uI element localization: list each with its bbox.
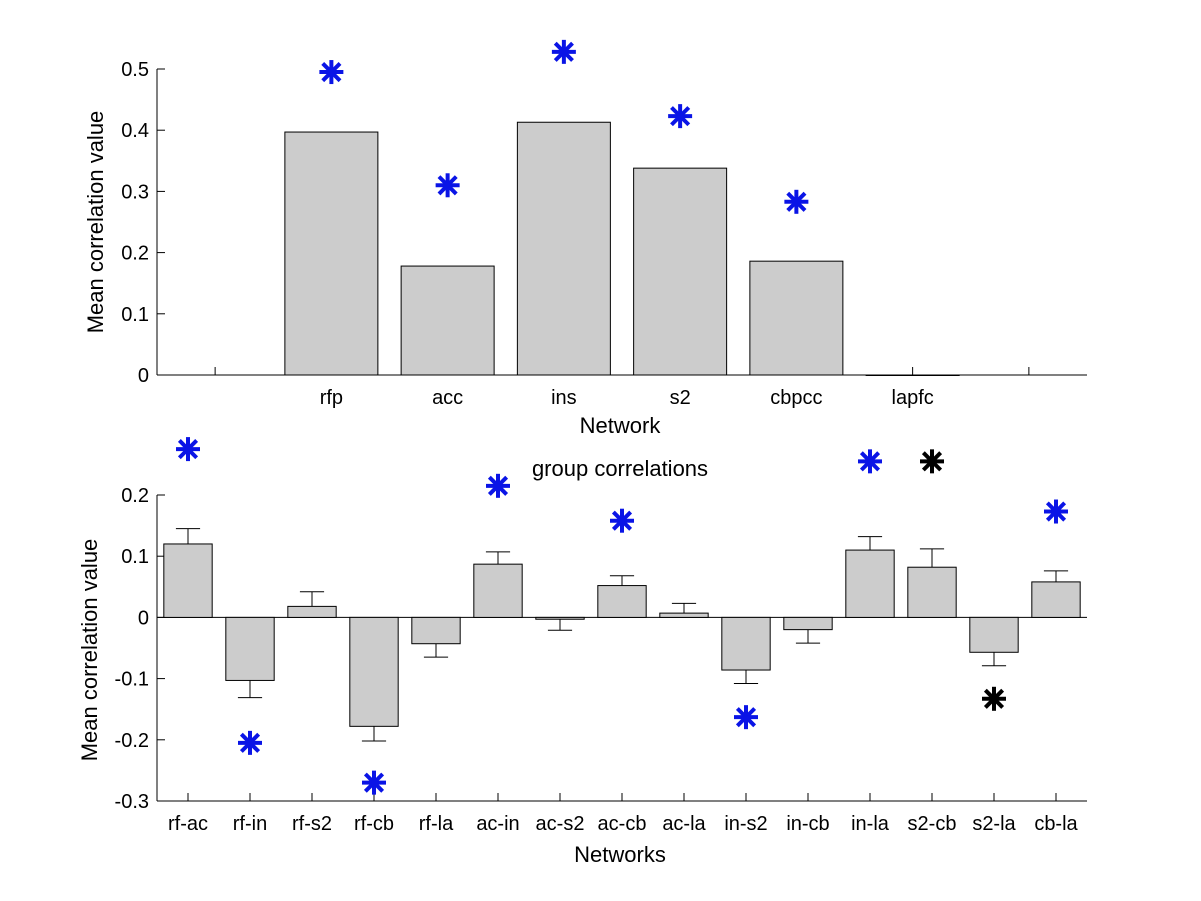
top-xtick-label: ins: [551, 387, 577, 409]
top-xtick-label: cbpcc: [770, 387, 822, 409]
top-marker-s2-stroke-d2: [670, 106, 691, 127]
bottom-xtick-label: rf-la: [419, 813, 454, 835]
bottom-marker-s2-cb-stroke-d2: [921, 451, 943, 472]
bottom-bar-rf-la: [411, 616, 461, 645]
bottom-xtick-label: in-cb: [786, 813, 829, 835]
bottom-ytick-label: -0.1: [115, 669, 149, 691]
bottom-marker-in-la: [858, 449, 882, 474]
top-marker-acc: [435, 173, 460, 198]
top-ytick-label: 0.3: [121, 181, 149, 203]
top-bar-cbpcc: [749, 260, 844, 376]
bottom-bar-in-la: [845, 549, 895, 618]
bottom-xtick-label: ac-cb: [598, 813, 647, 835]
top-xtick-label: lapfc: [892, 387, 934, 409]
top-bar-s2: [633, 167, 728, 376]
top-ytick-label: 0.2: [121, 243, 149, 265]
bottom-bar-cb-la: [1031, 581, 1081, 618]
bottom-marker-ac-in-stroke-d2: [487, 475, 509, 496]
top-bar-ins: [516, 121, 611, 376]
bottom-marker-ac-cb: [610, 508, 634, 533]
bottom-marker-rf-in-stroke-d2: [239, 732, 261, 753]
bottom-bar-rf-s2: [287, 605, 337, 618]
top-marker-rfp-stroke-d2: [321, 62, 342, 83]
bottom-xtick-label: ac-s2: [536, 813, 585, 835]
bottom-bar-rf-in: [225, 616, 275, 681]
top-xtick-label: acc: [432, 387, 463, 409]
bottom-bar-rf-ac: [163, 543, 213, 618]
bottom-xtick-label: rf-s2: [292, 813, 332, 835]
top-marker-cbpcc-stroke-d2: [786, 191, 807, 212]
bottom-bar-ac-s2: [535, 616, 585, 620]
bottom-xtick-label: ac-in: [476, 813, 519, 835]
top-ylabel: Mean correlation value: [83, 111, 108, 334]
top-ytick-label: 0.1: [121, 304, 149, 326]
top-xtick-label: s2: [670, 387, 691, 409]
bottom-marker-in-s2: [734, 705, 758, 730]
bottom-bar-s2-la: [969, 616, 1019, 653]
bottom-marker-s2-la-stroke-d2: [983, 688, 1005, 709]
top-bar-rfp: [284, 131, 379, 376]
top-marker-s2: [668, 104, 693, 129]
top-marker-acc-stroke-d2: [437, 175, 458, 196]
bottom-bar-ac-cb: [597, 585, 647, 618]
top-ytick-label: 0.5: [121, 59, 149, 81]
bottom-marker-s2-cb: [920, 449, 944, 474]
bottom-xtick-label: ac-la: [662, 813, 706, 835]
top-xlabel: Network: [580, 413, 662, 438]
bottom-chart: -0.3 -0.2 -0.1 0 0.1 0.2 rf-ac rf-in rf-s2 rf-cb r…: [115, 437, 1087, 835]
bottom-marker-rf-ac-stroke-d2: [177, 439, 199, 460]
top-marker-rfp: [319, 60, 344, 85]
bottom-ytick-label: 0: [138, 607, 149, 629]
bottom-xtick-label: in-la: [851, 813, 890, 835]
bottom-marker-s2-la: [982, 686, 1006, 711]
bottom-xtick-label: cb-la: [1034, 813, 1078, 835]
bottom-xtick-label: rf-cb: [354, 813, 394, 835]
bottom-ylabel: Mean correlation value: [77, 539, 102, 762]
bottom-xlabel: Networks: [574, 842, 666, 867]
bottom-bar-ac-la: [659, 612, 709, 618]
bottom-marker-rf-cb-stroke-d2: [363, 772, 385, 793]
bottom-ytick-label: 0.2: [121, 485, 149, 507]
bottom-marker-ac-cb-stroke-d2: [611, 510, 633, 531]
bottom-xtick-label: s2-la: [972, 813, 1016, 835]
top-bar-acc: [400, 265, 495, 376]
top-ytick-label: 0.4: [121, 120, 149, 142]
bottom-bar-s2-cb: [907, 566, 957, 618]
bottom-bar-rf-cb: [349, 616, 399, 727]
top-marker-ins: [551, 39, 576, 64]
top-chart: 0 0.1 0.2 0.3 0.4 0.5 rfp acc ins s2 cbpcc lapfc: [121, 39, 1087, 409]
bottom-xtick-label: rf-ac: [168, 813, 208, 835]
bottom-marker-cb-la: [1044, 499, 1068, 524]
bottom-xtick-label: s2-cb: [908, 813, 957, 835]
bottom-title: group correlations: [532, 456, 708, 481]
bottom-xtick-label: rf-in: [233, 813, 267, 835]
bottom-marker-ac-in: [486, 473, 510, 498]
bottom-ytick-label: -0.3: [115, 791, 149, 813]
bottom-bar-ac-in: [473, 563, 523, 618]
bottom-bar-in-s2: [721, 616, 771, 671]
bottom-xtick-label: in-s2: [724, 813, 767, 835]
top-ytick-label: 0: [138, 365, 149, 387]
top-xtick-label: rfp: [320, 387, 343, 409]
bottom-marker-in-la-stroke-d2: [859, 451, 881, 472]
bottom-marker-in-s2-stroke-d2: [735, 707, 757, 728]
bottom-ytick-label: 0.1: [121, 546, 149, 568]
bottom-marker-rf-in: [238, 730, 262, 755]
bottom-bar-in-cb: [783, 616, 833, 631]
bottom-ytick-label: -0.2: [115, 730, 149, 752]
bottom-marker-rf-ac: [176, 437, 200, 462]
bottom-marker-cb-la-stroke-d2: [1045, 501, 1067, 522]
bottom-marker-rf-cb: [362, 770, 386, 795]
top-marker-ins-stroke-d2: [553, 41, 574, 62]
top-marker-cbpcc: [784, 189, 809, 214]
top-bar-lapfc: [865, 374, 960, 376]
